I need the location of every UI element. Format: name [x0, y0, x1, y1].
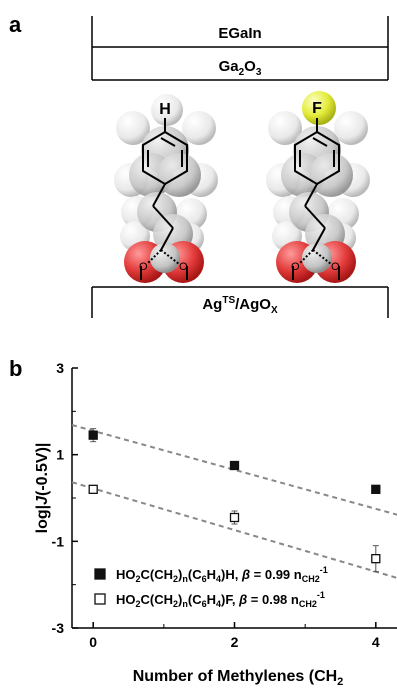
bottom-electrode: AgTS/AgOX	[91, 286, 389, 318]
fit-lines	[71, 424, 397, 579]
legend-marker-series-1	[94, 593, 106, 605]
chart-legend: HO2C(CH2)n(C6H4)H, β = 0.99 nCH2-1 HO2C(C…	[94, 565, 328, 609]
top-electrode: EGaIn Ga2O3	[91, 16, 389, 81]
oxygen-label-right: O	[331, 261, 340, 273]
data-point-series-0	[229, 460, 240, 471]
data-point-series-1	[88, 484, 98, 494]
fit-line-series-1	[71, 481, 397, 579]
x-tick-label: 2	[231, 634, 239, 650]
oxygen-atoms	[124, 241, 204, 283]
carbon-atoms	[129, 126, 201, 254]
molecule-h-terminated: H O O	[114, 94, 218, 283]
y-tick-label: -1	[52, 533, 65, 549]
legend-text-series-0: HO2C(CH2)n(C6H4)H, β = 0.99 nCH2-1	[116, 565, 328, 584]
oxygen-label-right: O	[179, 261, 188, 273]
data-point-series-0	[371, 484, 381, 494]
chart-axes: 3 1 -1 -3 0 2 4	[52, 360, 397, 650]
egain-label: EGaIn	[218, 25, 261, 42]
x-axis-label: Number of Methylenes (CH2	[133, 668, 344, 688]
terminal-atom-h: H	[159, 101, 171, 118]
x-tick-label: 0	[89, 634, 97, 650]
y-tick-label: -3	[52, 620, 65, 636]
molecule-f-terminated: F O O	[266, 91, 370, 283]
panel-a-label: a	[9, 12, 22, 37]
skeletal-bonds	[292, 118, 340, 280]
oxide-layer-label: Ga2O3	[219, 58, 262, 78]
y-tick-label: 1	[56, 447, 64, 463]
terminal-atom-f: F	[312, 100, 322, 117]
x-tick-label: 4	[372, 634, 380, 650]
y-axis-label: log|J(-0.5V)|	[34, 443, 51, 534]
data-point-series-0	[88, 430, 98, 440]
legend-text-series-1: HO2C(CH2)n(C6H4)F, β = 0.98 nCH2-1	[116, 590, 325, 609]
fluorine-atom	[302, 91, 336, 125]
data-point-series-1	[229, 512, 240, 523]
y-tick-label: 3	[56, 360, 64, 376]
oxygen-atoms	[276, 241, 356, 283]
panel-b-label: b	[9, 356, 22, 381]
fit-line-series-0	[71, 424, 397, 516]
legend-marker-series-0	[94, 568, 106, 580]
data-points	[88, 428, 381, 573]
skeletal-bonds	[140, 118, 188, 280]
methylene-chart: 3 1 -1 -3 0 2 4 HO2C(CH2)n(C6H4)H, β = 0.99 nC…	[34, 360, 397, 688]
oxygen-label-left: O	[291, 261, 300, 273]
data-point-series-1	[371, 554, 381, 564]
oxygen-label-left: O	[139, 261, 148, 273]
bottom-electrode-label: AgTS/AgOX	[202, 295, 278, 316]
